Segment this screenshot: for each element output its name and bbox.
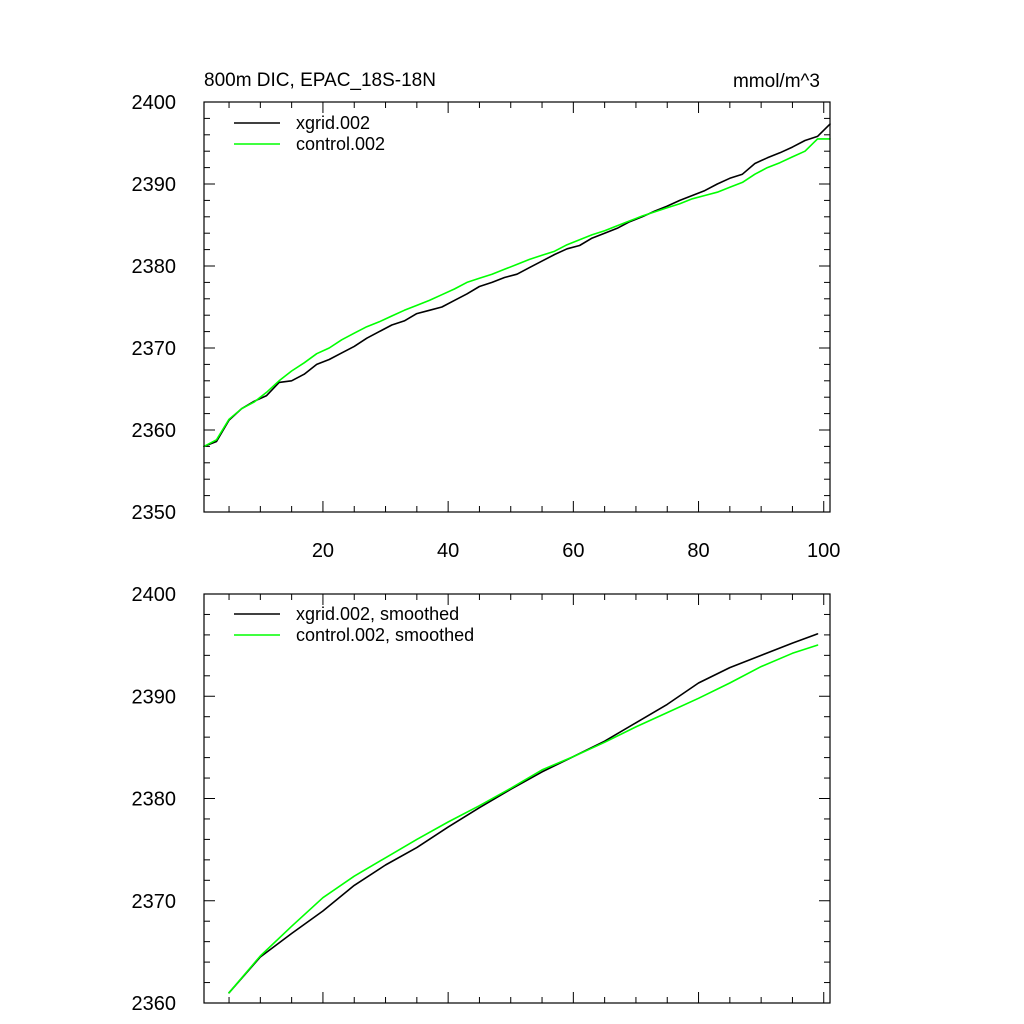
top-chart-panel: 800m DIC, EPAC_18S-18N mmol/m^3 20 40 60 80… [132, 70, 841, 562]
y-tick-label: 2400 [132, 92, 177, 114]
series-line-control [228, 644, 819, 994]
y-tick-label: 2400 [132, 584, 177, 606]
x-tick-label: 60 [562, 540, 584, 562]
axis-ticks [204, 593, 830, 1004]
legend-label-xgrid-smoothed: xgrid.002, smoothed [296, 604, 459, 624]
axis-tick-labels: 20 40 60 80 100 2350 2360 2370 2380 2390 2400 [132, 92, 841, 562]
plot-frame [203, 593, 831, 1004]
series-lines [203, 123, 831, 448]
chart-title: 800m DIC, EPAC_18S-18N [204, 70, 436, 91]
legend-label-control-smoothed: control.002, smoothed [296, 625, 474, 645]
legend: xgrid.002, smoothed control.002, smoothe… [234, 604, 474, 645]
axis-ticks [204, 101, 830, 513]
y-tick-label: 2390 [132, 686, 177, 708]
series-line-xgrid [203, 123, 831, 448]
x-tick-label: 20 [312, 540, 334, 562]
legend-label-xgrid: xgrid.002 [296, 113, 370, 133]
y-tick-label: 2380 [132, 256, 177, 278]
y-tick-label: 2350 [132, 502, 177, 524]
axis-tick-labels: 2360 2370 2380 2390 2400 [132, 584, 177, 1015]
units-label: mmol/m^3 [733, 71, 820, 92]
y-tick-label: 2370 [132, 891, 177, 913]
series-line-control [203, 138, 831, 448]
series-lines [228, 633, 819, 994]
y-tick-label: 2390 [132, 174, 177, 196]
bottom-chart-panel: 2360 2370 2380 2390 2400 xgrid.002, smoothed… [132, 584, 831, 1015]
y-tick-label: 2380 [132, 789, 177, 811]
y-tick-label: 2360 [132, 993, 177, 1015]
y-tick-label: 2370 [132, 338, 177, 360]
plot-frame [203, 101, 831, 513]
x-tick-label: 40 [437, 540, 459, 562]
series-line-xgrid [228, 633, 819, 994]
legend: xgrid.002 control.002 [234, 113, 385, 154]
y-tick-label: 2360 [132, 420, 177, 442]
x-tick-label: 100 [807, 540, 840, 562]
x-tick-label: 80 [687, 540, 709, 562]
legend-label-control: control.002 [296, 134, 385, 154]
